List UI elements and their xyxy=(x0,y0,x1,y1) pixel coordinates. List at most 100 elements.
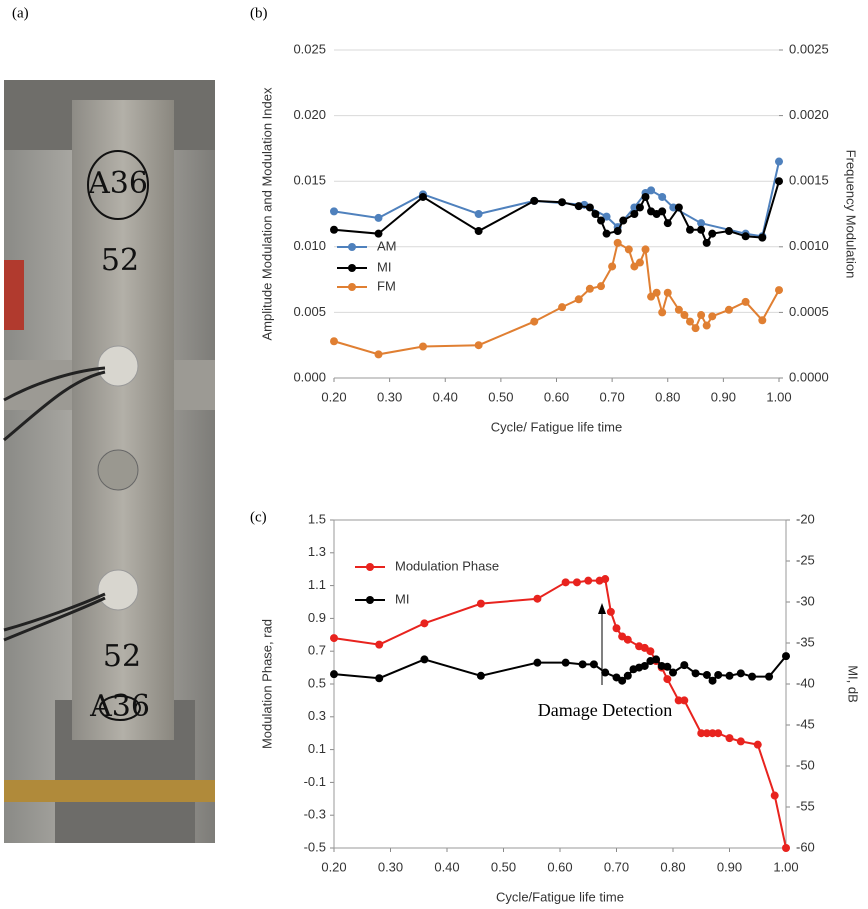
data-point xyxy=(630,210,639,218)
data-point xyxy=(619,216,628,225)
data-point xyxy=(578,660,587,669)
data-point xyxy=(330,225,338,234)
data-point xyxy=(558,198,567,207)
data-point xyxy=(561,658,570,667)
data-point xyxy=(613,227,622,236)
data-point xyxy=(708,729,717,738)
data-point xyxy=(770,791,779,800)
data-point xyxy=(714,729,723,738)
data-point xyxy=(641,192,650,201)
photo-circle xyxy=(87,150,149,220)
x-tick-label: 0.80 xyxy=(655,389,680,404)
photo-specimen xyxy=(72,100,174,740)
x-tick-label: 0.50 xyxy=(491,859,516,874)
data-point xyxy=(635,258,644,267)
data-point xyxy=(680,696,689,705)
legend-label: MI xyxy=(377,259,391,274)
y2-tick-label: -20 xyxy=(796,511,815,526)
data-point xyxy=(601,668,610,677)
y-tick-label: 1.5 xyxy=(308,511,326,526)
data-point xyxy=(758,316,767,325)
y2-tick-label: -25 xyxy=(796,552,815,567)
data-point xyxy=(330,670,338,679)
data-point xyxy=(533,658,542,667)
data-point xyxy=(724,305,733,314)
data-point xyxy=(708,312,717,321)
panel-label: (a) xyxy=(12,5,29,21)
data-point xyxy=(765,672,774,681)
y-axis-title: Modulation Phase, rad xyxy=(259,619,274,749)
data-point xyxy=(623,671,632,680)
y2-tick-label: -50 xyxy=(796,757,815,772)
data-point xyxy=(589,660,598,669)
data-point xyxy=(330,634,338,643)
x-tick-label: 0.80 xyxy=(660,859,685,874)
data-point xyxy=(476,599,485,608)
x-tick-label: 1.00 xyxy=(766,389,791,404)
y2-tick-label: 0.0000 xyxy=(789,369,829,384)
data-point xyxy=(601,575,610,584)
data-point xyxy=(658,207,667,216)
data-point xyxy=(748,672,757,681)
data-point xyxy=(775,157,783,166)
y2-axis-title: Frequency Modulation xyxy=(844,150,859,279)
y2-tick-label: -35 xyxy=(796,634,815,649)
data-point xyxy=(530,196,539,205)
y-tick-label: 0.010 xyxy=(293,238,326,253)
data-point xyxy=(652,288,661,297)
data-point xyxy=(476,671,485,680)
photo-sensor xyxy=(97,345,139,387)
y2-tick-label: -45 xyxy=(796,716,815,731)
legend-label: Modulation Phase xyxy=(395,558,499,573)
data-point xyxy=(558,303,567,312)
data-point xyxy=(702,670,711,679)
y-tick-label: 1.1 xyxy=(308,577,326,592)
data-point xyxy=(736,737,745,746)
photo-red-part xyxy=(4,260,24,330)
photo-fitting xyxy=(4,780,215,802)
series-line xyxy=(333,241,780,356)
y-tick-label: 0.9 xyxy=(308,610,326,625)
data-point xyxy=(702,238,711,247)
data-point xyxy=(697,729,706,738)
y2-tick-label: 0.0020 xyxy=(789,107,829,122)
y-tick-label: 0.7 xyxy=(308,643,326,658)
data-point xyxy=(647,186,656,195)
data-point xyxy=(584,576,593,585)
y-tick-label: 0.1 xyxy=(308,741,326,756)
y-tick-label: 1.3 xyxy=(308,544,326,559)
data-point xyxy=(775,177,783,186)
data-point xyxy=(585,284,594,293)
x-tick-label: 0.90 xyxy=(711,389,736,404)
data-point xyxy=(674,696,683,705)
data-point xyxy=(680,311,689,320)
data-point xyxy=(658,308,667,317)
plot-frame xyxy=(333,519,787,849)
data-point xyxy=(647,292,656,301)
data-point xyxy=(669,668,677,677)
data-point xyxy=(652,655,661,664)
data-point xyxy=(640,661,649,670)
x-tick-label: 0.20 xyxy=(321,389,346,404)
annotation: Damage Detection xyxy=(538,700,672,720)
photo-text: 52 xyxy=(103,639,141,674)
photo-wire xyxy=(3,366,106,442)
data-point xyxy=(374,350,383,359)
x-tick-label: 0.60 xyxy=(544,389,569,404)
y2-tick-label: 0.0015 xyxy=(789,173,829,188)
x-tick-label: 0.30 xyxy=(378,859,403,874)
photo-bolt xyxy=(97,449,139,491)
data-point xyxy=(630,262,639,271)
data-point xyxy=(736,669,745,678)
y2-tick-label: -40 xyxy=(796,675,815,690)
data-point xyxy=(474,210,483,218)
data-point xyxy=(686,225,694,234)
legend-marker xyxy=(348,264,356,272)
data-point xyxy=(591,210,600,218)
data-point xyxy=(753,740,762,749)
legend-marker xyxy=(348,243,356,251)
data-point xyxy=(602,212,611,221)
data-point xyxy=(697,219,706,228)
photo-wire xyxy=(3,592,106,642)
x-tick-label: 0.60 xyxy=(547,859,572,874)
